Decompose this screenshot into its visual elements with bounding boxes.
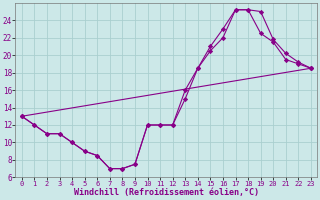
X-axis label: Windchill (Refroidissement éolien,°C): Windchill (Refroidissement éolien,°C) (74, 188, 259, 197)
